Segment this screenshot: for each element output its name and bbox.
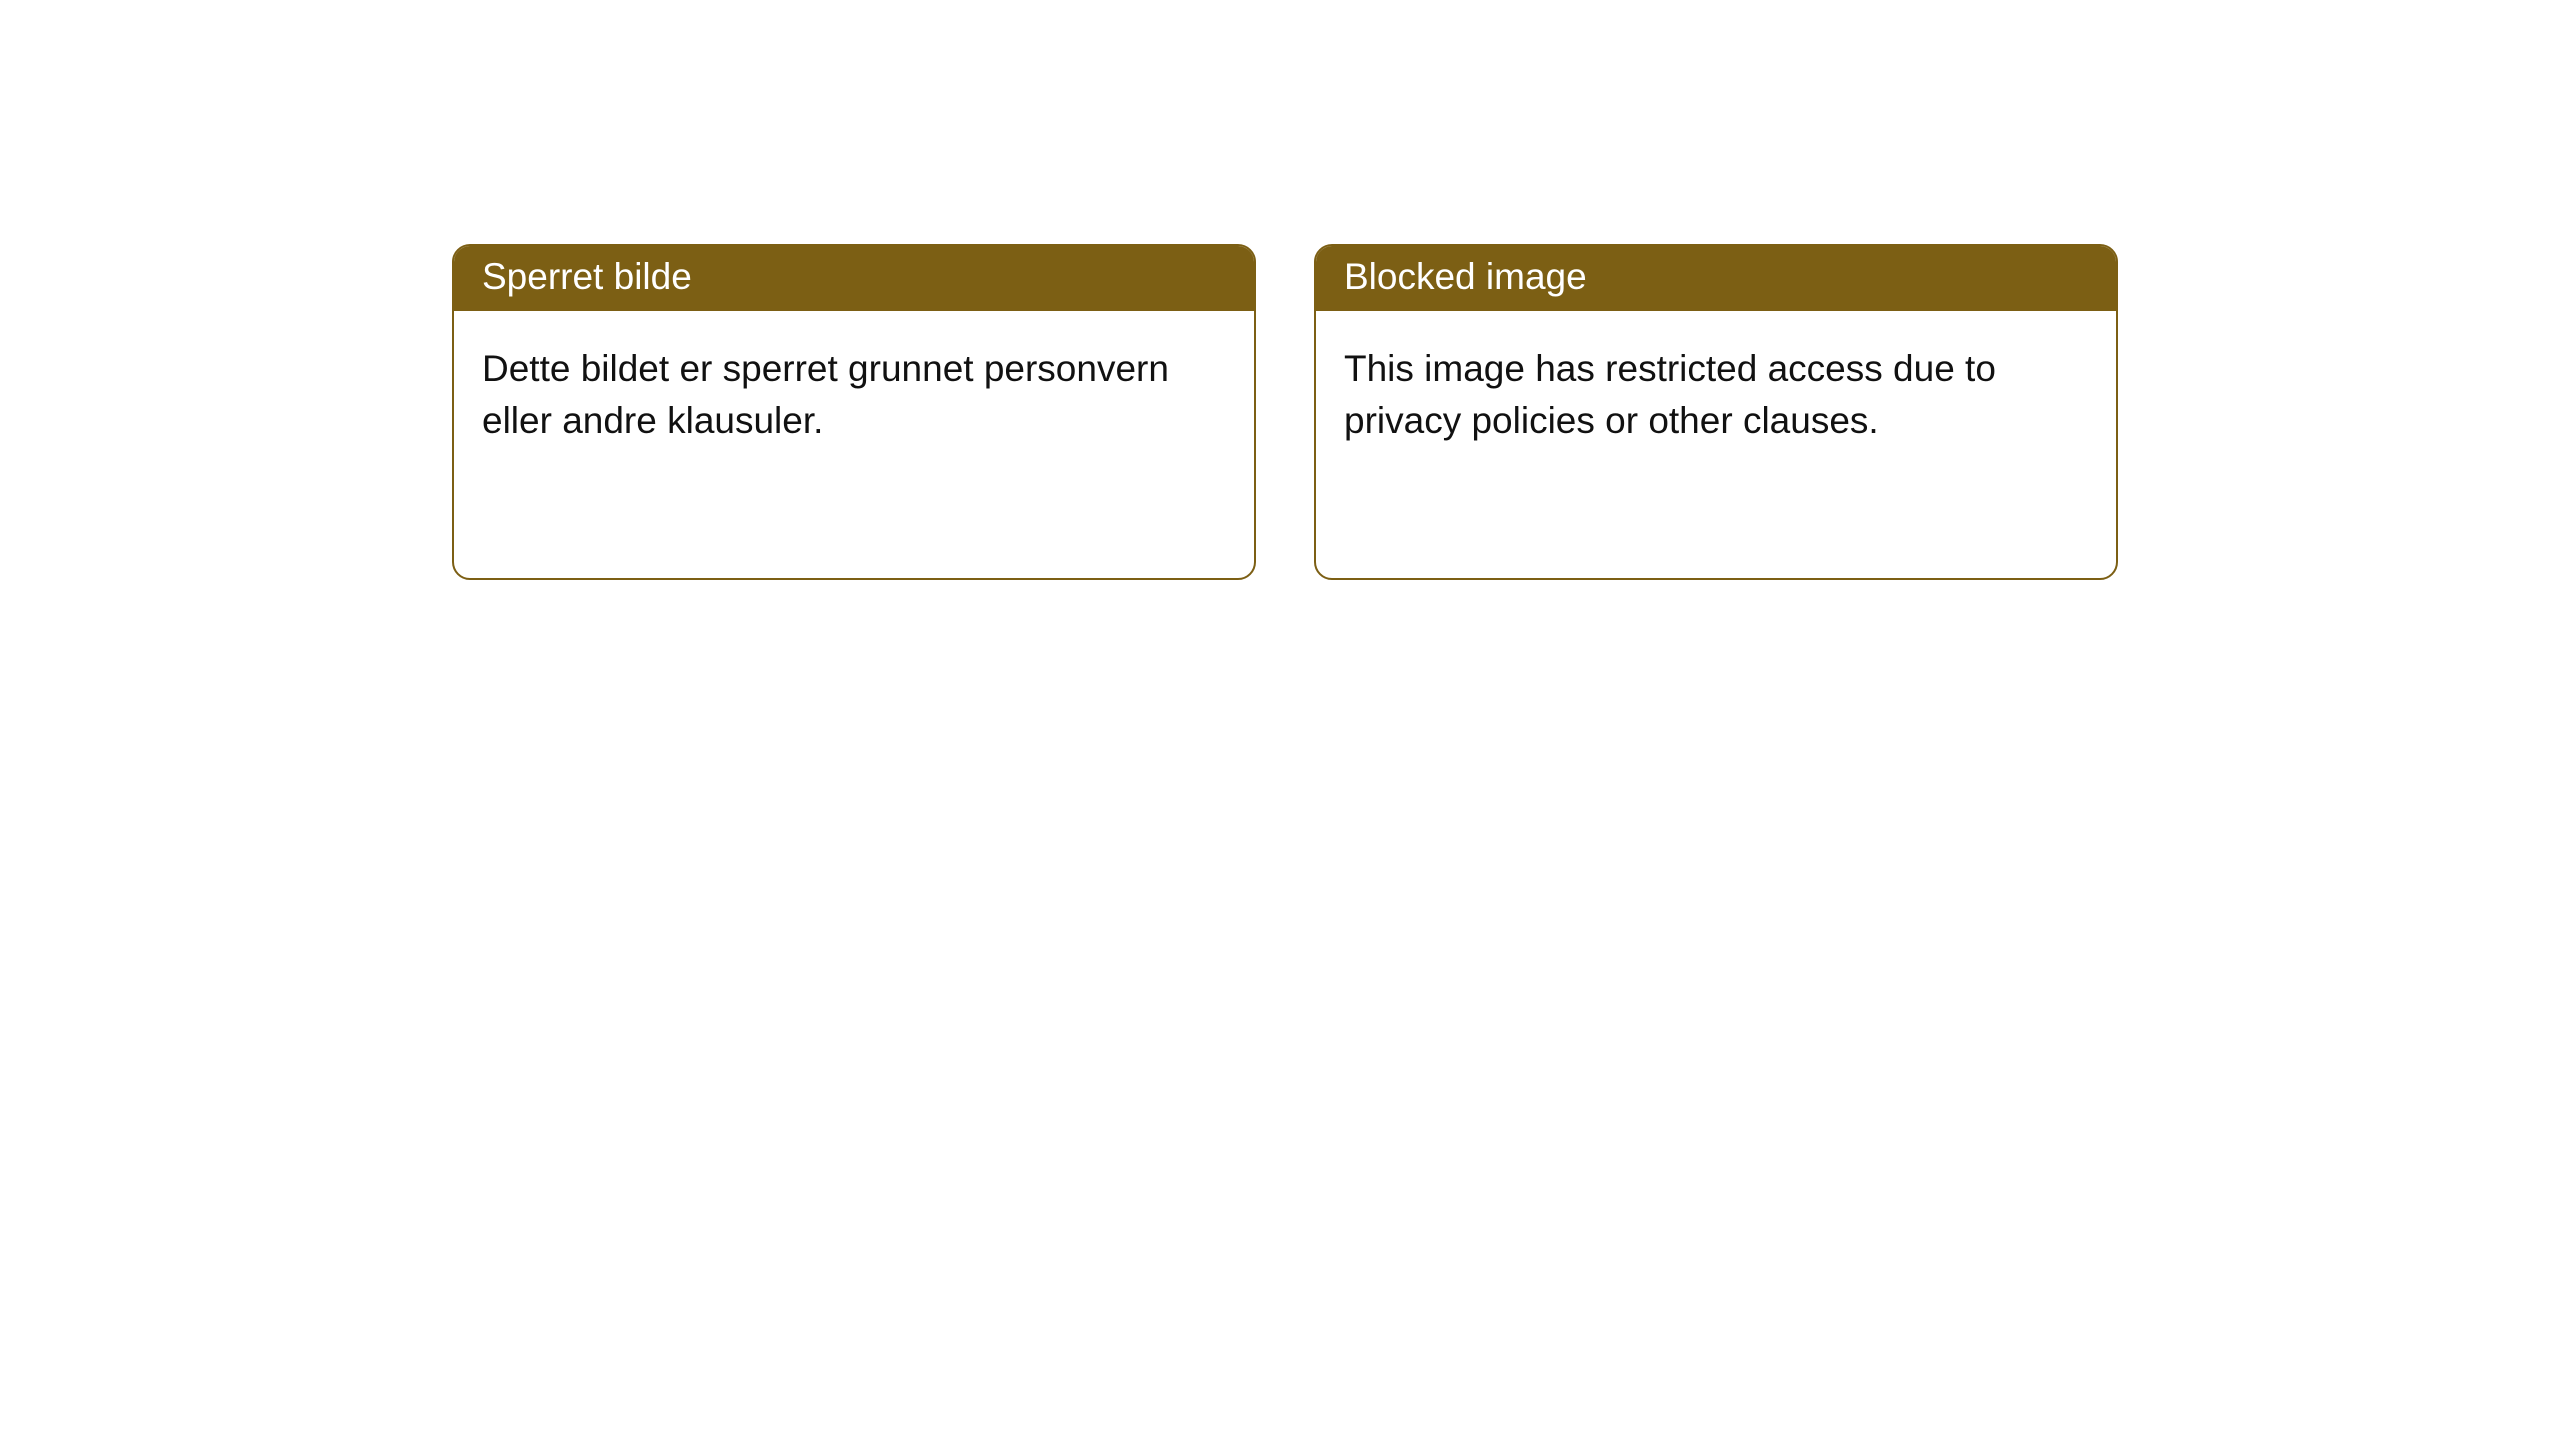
card-body-text: This image has restricted access due to … [1344, 348, 1996, 441]
cards-container: Sperret bilde Dette bildet er sperret gr… [0, 0, 2560, 580]
card-title: Blocked image [1344, 256, 1587, 297]
card-body: This image has restricted access due to … [1316, 311, 2116, 475]
card-body-text: Dette bildet er sperret grunnet personve… [482, 348, 1169, 441]
card-body: Dette bildet er sperret grunnet personve… [454, 311, 1254, 475]
card-header: Sperret bilde [454, 246, 1254, 311]
card-title: Sperret bilde [482, 256, 692, 297]
blocked-image-card-no: Sperret bilde Dette bildet er sperret gr… [452, 244, 1256, 580]
card-header: Blocked image [1316, 246, 2116, 311]
blocked-image-card-en: Blocked image This image has restricted … [1314, 244, 2118, 580]
